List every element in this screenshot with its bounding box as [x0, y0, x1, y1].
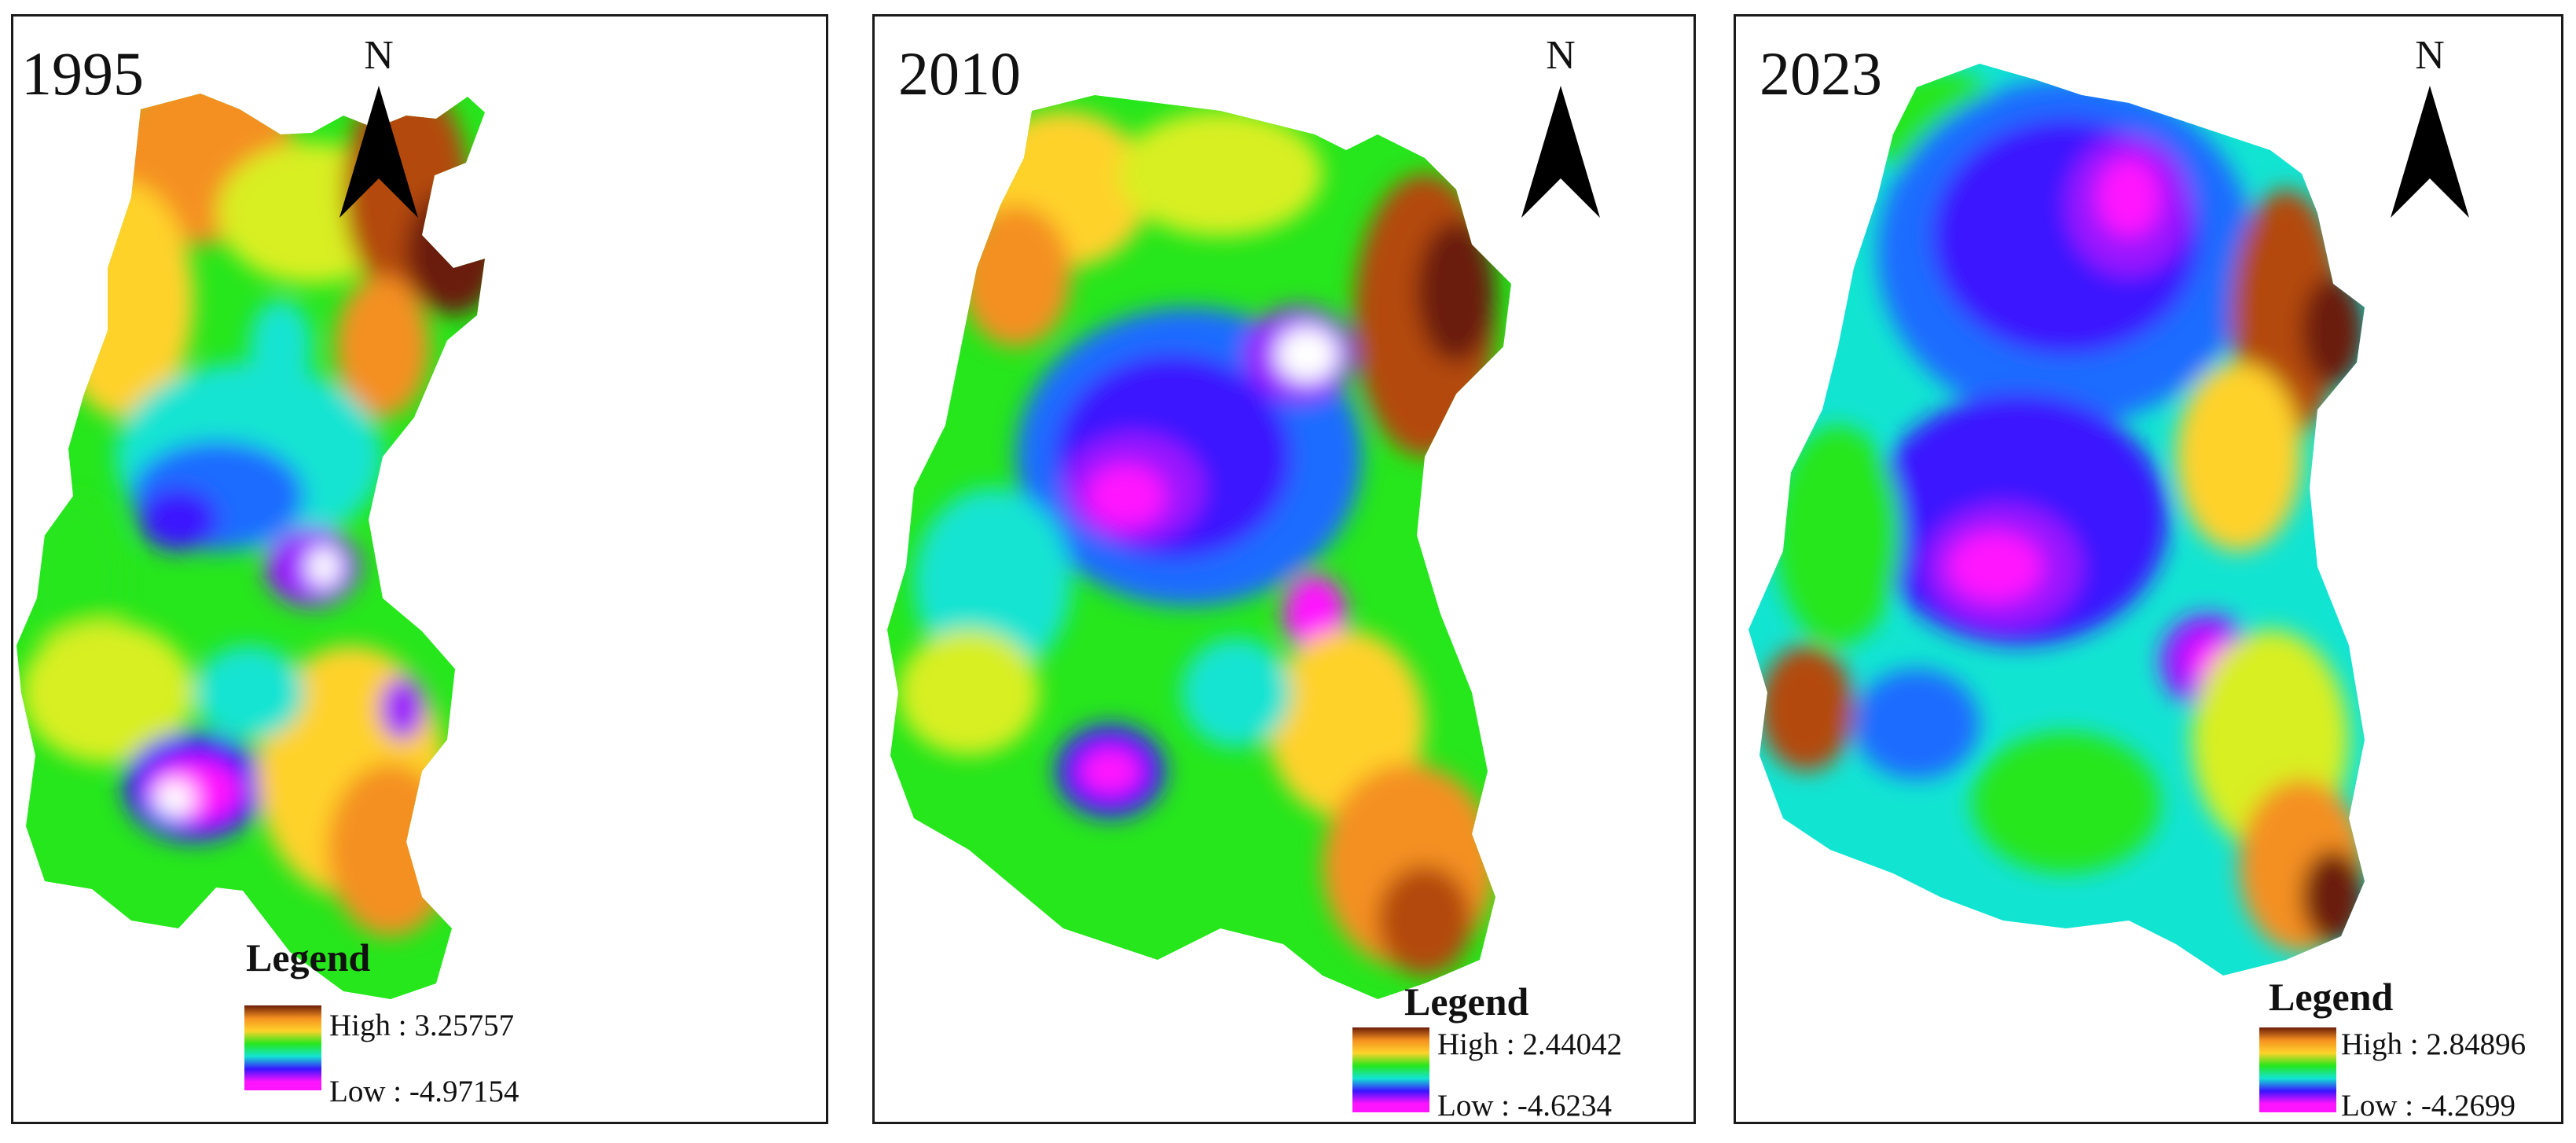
north-label: N — [2415, 33, 2445, 78]
year-label: 2023 — [1760, 39, 1882, 108]
region-raster-map — [1749, 64, 2365, 976]
region-raster-map — [887, 95, 1511, 999]
legend-low-label: Low : -4.97154 — [329, 1075, 519, 1108]
legend-low-label: Low : -4.2699 — [2341, 1089, 2516, 1123]
legend-high-label: High : 2.44042 — [1437, 1027, 1623, 1061]
north-arrow-icon — [2391, 86, 2469, 218]
legend-color-ramp — [1352, 1027, 1429, 1112]
map-panel-2010: 2010 N Legend High : 2.44042 Low : -4.62… — [872, 14, 1696, 1124]
map-panel-1995: 1995 N Legend High : 3.25757 Low : -4.97… — [11, 14, 828, 1124]
region-raster-map — [17, 94, 485, 999]
legend-title: Legend — [2269, 975, 2394, 1019]
legend-low-label: Low : -4.6234 — [1437, 1089, 1613, 1123]
legend-high-label: High : 2.84896 — [2341, 1027, 2526, 1061]
year-label: 1995 — [21, 39, 144, 108]
north-arrow: N — [1517, 35, 1604, 224]
legend-title: Legend — [1404, 979, 1529, 1024]
north-arrow: N — [2387, 35, 2473, 224]
legend-color-ramp — [2259, 1027, 2336, 1112]
north-label: N — [1546, 33, 1576, 78]
year-label: 2010 — [898, 39, 1021, 108]
north-arrow-icon — [1521, 86, 1600, 218]
legend-title: Legend — [246, 935, 371, 979]
north-arrow: N — [336, 35, 422, 224]
legend-high-label: High : 3.25757 — [329, 1009, 515, 1042]
map-panel-2023: 2023 N Legend High : 2.84896 Low : -4.26… — [1734, 14, 2563, 1124]
legend-color-ramp — [244, 1005, 321, 1090]
north-arrow-icon — [339, 86, 418, 218]
north-label: N — [364, 33, 394, 78]
